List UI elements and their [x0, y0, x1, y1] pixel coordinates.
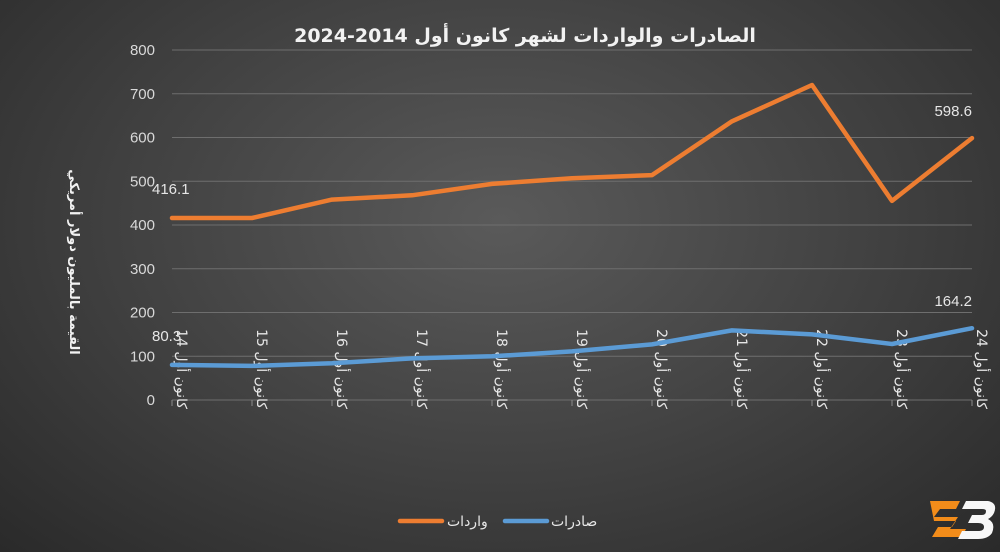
legend: واردات صادرات [397, 514, 597, 530]
x-tick-label: كانون أول 17 [413, 329, 431, 409]
x-tick-label: كانون أول 24 [973, 329, 991, 409]
data-label: 80.3 [152, 328, 181, 345]
x-axis-ticks: كانون أول 14 كانون أول 15 كانون أول 16 كانو… [171, 329, 991, 409]
x-tick-label: كانون أول 14 [173, 329, 191, 409]
y-tick-label: 500 [130, 173, 155, 190]
y-tick-label: 100 [130, 348, 155, 365]
series-lines [169, 82, 975, 369]
data-labels: 416.1 598.6 80.3 164.2 [152, 103, 972, 345]
x-tick-label: كانون أول 22 [813, 329, 831, 409]
y-axis-label: القيمة بالمليون دولار أمريكي [66, 169, 83, 355]
data-label: 598.6 [934, 103, 972, 120]
series-line-0 [169, 82, 975, 221]
legend-label: واردات [447, 514, 488, 530]
chart-title: الصادرات والواردات لشهر كانون أول 2014-2… [294, 23, 756, 47]
y-axis-ticks: 0 100 200 300 400 500 600 700 800 [130, 42, 155, 409]
y-tick-label: 600 [130, 130, 155, 147]
legend-label: صادرات [551, 514, 597, 530]
y-tick-label: 300 [130, 261, 155, 278]
x-tick-label: كانون أول 21 [733, 329, 751, 409]
x-tick-label: كانون أول 19 [573, 329, 591, 409]
y-tick-label: 400 [130, 217, 155, 234]
y-tick-label: 0 [147, 392, 155, 409]
x-tick-label: كانون أول 20 [653, 329, 671, 409]
x-tick-label: كانون أول 16 [333, 329, 351, 409]
x-tick-label: كانون أول 15 [253, 329, 271, 409]
x-tick-label: كانون أول 18 [493, 329, 511, 409]
y-tick-label: 700 [130, 86, 155, 103]
logo-icon [930, 501, 996, 539]
data-label: 416.1 [152, 181, 190, 198]
y-tick-label: 800 [130, 42, 155, 59]
series-line-1 [169, 325, 975, 369]
gridlines [172, 49, 972, 401]
data-label: 164.2 [934, 293, 972, 310]
x-tick-label: كانون أول 23 [893, 329, 911, 409]
y-tick-label: 200 [130, 305, 155, 322]
